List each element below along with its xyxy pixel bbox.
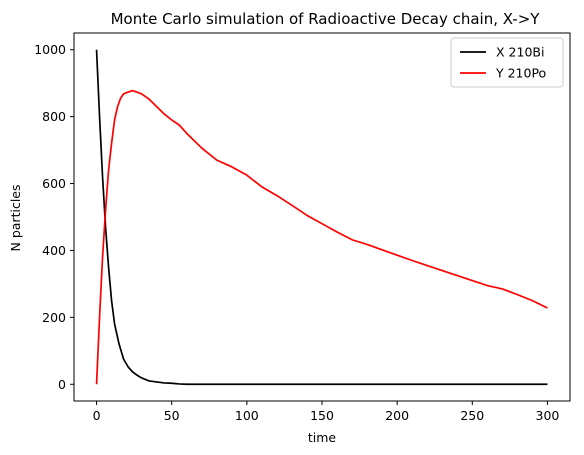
x-tick-label: 150	[310, 408, 334, 423]
series-line-0	[95, 49, 548, 386]
legend: X 210Bi Y 210Po	[450, 37, 564, 88]
legend-label-0: X 210Bi	[496, 45, 544, 60]
y-tick-label: 600	[42, 176, 66, 191]
chart-title: Monte Carlo simulation of Radioactive De…	[111, 10, 541, 28]
plot-area	[95, 49, 548, 386]
x-tick-label: 50	[164, 408, 180, 423]
axes-frame	[73, 32, 571, 402]
axes: 0 50 100 150 200 250 300 0 200 400 600 800 1000	[34, 32, 571, 423]
x-tick-label: 100	[235, 408, 259, 423]
legend-box	[450, 37, 564, 88]
x-tick-label: 200	[385, 408, 409, 423]
y-tick-label: 800	[42, 109, 66, 124]
x-tick-label: 250	[460, 408, 484, 423]
legend-label-1: Y 210Po	[495, 66, 546, 81]
y-tick-label: 1000	[34, 42, 66, 57]
x-axis-label: time	[308, 430, 337, 445]
series-line-1	[95, 89, 548, 385]
y-tick-label: 400	[42, 243, 66, 258]
y-tick-label: 0	[58, 377, 66, 392]
y-axis-label: N particles	[8, 185, 23, 252]
x-tick-label: 0	[93, 408, 101, 423]
x-tick-label: 300	[536, 408, 560, 423]
y-tick-label: 200	[42, 310, 66, 325]
